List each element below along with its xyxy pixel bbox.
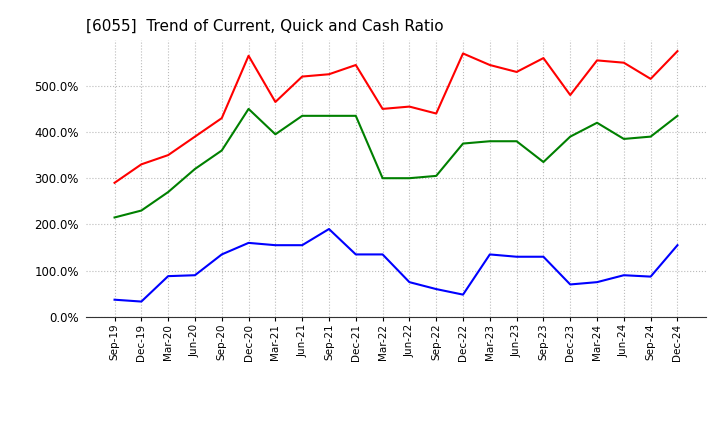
Current Ratio (432, 111, 441, 116)
Quick Ratio (298, 113, 307, 118)
Quick Ratio (539, 159, 548, 165)
Cash Ratio (539, 254, 548, 259)
Current Ratio (298, 74, 307, 79)
Current Ratio (539, 55, 548, 61)
Quick Ratio (432, 173, 441, 179)
Quick Ratio (110, 215, 119, 220)
Quick Ratio (271, 132, 279, 137)
Current Ratio (619, 60, 628, 65)
Current Ratio (191, 134, 199, 139)
Cash Ratio (271, 242, 279, 248)
Current Ratio (110, 180, 119, 185)
Current Ratio (217, 115, 226, 121)
Current Ratio (325, 72, 333, 77)
Quick Ratio (673, 113, 682, 118)
Quick Ratio (566, 134, 575, 139)
Current Ratio (485, 62, 494, 68)
Quick Ratio (619, 136, 628, 142)
Current Ratio (137, 161, 145, 167)
Cash Ratio (137, 299, 145, 304)
Quick Ratio (137, 208, 145, 213)
Current Ratio (673, 48, 682, 54)
Cash Ratio (432, 286, 441, 292)
Cash Ratio (405, 279, 414, 285)
Quick Ratio (647, 134, 655, 139)
Quick Ratio (325, 113, 333, 118)
Quick Ratio (164, 189, 173, 194)
Quick Ratio (191, 166, 199, 172)
Quick Ratio (244, 106, 253, 111)
Quick Ratio (351, 113, 360, 118)
Quick Ratio (459, 141, 467, 146)
Current Ratio (164, 152, 173, 158)
Cash Ratio (673, 242, 682, 248)
Text: [6055]  Trend of Current, Quick and Cash Ratio: [6055] Trend of Current, Quick and Cash … (86, 19, 444, 34)
Line: Cash Ratio: Cash Ratio (114, 229, 678, 301)
Quick Ratio (378, 176, 387, 181)
Current Ratio (593, 58, 601, 63)
Cash Ratio (191, 272, 199, 278)
Current Ratio (351, 62, 360, 68)
Cash Ratio (298, 242, 307, 248)
Cash Ratio (110, 297, 119, 302)
Cash Ratio (593, 279, 601, 285)
Cash Ratio (647, 274, 655, 279)
Cash Ratio (619, 272, 628, 278)
Cash Ratio (351, 252, 360, 257)
Cash Ratio (513, 254, 521, 259)
Cash Ratio (244, 240, 253, 246)
Line: Current Ratio: Current Ratio (114, 51, 678, 183)
Quick Ratio (217, 148, 226, 153)
Line: Quick Ratio: Quick Ratio (114, 109, 678, 217)
Current Ratio (566, 92, 575, 98)
Cash Ratio (164, 274, 173, 279)
Cash Ratio (566, 282, 575, 287)
Cash Ratio (378, 252, 387, 257)
Current Ratio (459, 51, 467, 56)
Current Ratio (647, 76, 655, 81)
Quick Ratio (485, 139, 494, 144)
Current Ratio (244, 53, 253, 59)
Quick Ratio (405, 176, 414, 181)
Current Ratio (513, 69, 521, 74)
Quick Ratio (513, 139, 521, 144)
Current Ratio (405, 104, 414, 109)
Cash Ratio (485, 252, 494, 257)
Current Ratio (378, 106, 387, 111)
Cash Ratio (325, 226, 333, 231)
Current Ratio (271, 99, 279, 105)
Quick Ratio (593, 120, 601, 125)
Cash Ratio (217, 252, 226, 257)
Cash Ratio (459, 292, 467, 297)
